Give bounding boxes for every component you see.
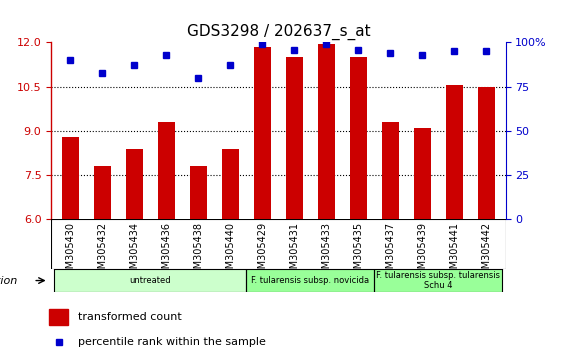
Text: GSM305432: GSM305432 [97, 222, 107, 281]
Text: GSM305438: GSM305438 [193, 222, 203, 281]
Text: GSM305435: GSM305435 [353, 222, 364, 281]
Bar [94, 166, 111, 219]
Text: GSM305436: GSM305436 [161, 222, 172, 281]
Bar [286, 57, 303, 219]
Text: infection: infection [0, 275, 18, 286]
Text: untreated: untreated [130, 276, 171, 285]
Text: GSM305431: GSM305431 [289, 222, 299, 281]
Bar [61, 137, 79, 219]
Text: GSM305442: GSM305442 [481, 222, 491, 281]
Text: percentile rank within the sample: percentile rank within the sample [78, 337, 266, 347]
Text: F. tularensis subsp. novicida: F. tularensis subsp. novicida [251, 276, 369, 285]
Text: GSM305429: GSM305429 [257, 222, 268, 281]
Text: GSM305440: GSM305440 [225, 222, 235, 281]
Bar [126, 149, 143, 219]
Bar [318, 44, 335, 219]
Bar [157, 122, 175, 219]
Bar [349, 57, 367, 219]
Title: GDS3298 / 202637_s_at: GDS3298 / 202637_s_at [186, 23, 370, 40]
Bar [382, 122, 399, 219]
Text: F. tularensis subsp. tularensis
Schu 4: F. tularensis subsp. tularensis Schu 4 [377, 271, 500, 290]
Bar [222, 149, 239, 219]
Bar [445, 85, 463, 219]
Text: GSM305437: GSM305437 [385, 222, 395, 281]
Text: GSM305439: GSM305439 [417, 222, 427, 281]
Bar [190, 166, 207, 219]
Text: transformed count: transformed count [78, 312, 182, 322]
Text: GSM305434: GSM305434 [130, 222, 139, 281]
Text: GSM305433: GSM305433 [321, 222, 331, 281]
Text: GSM305441: GSM305441 [449, 222, 460, 281]
Bar [253, 47, 271, 219]
Bar [478, 87, 495, 219]
Bar [414, 128, 431, 219]
Text: GSM305430: GSM305430 [65, 222, 76, 281]
Bar [49, 309, 68, 325]
